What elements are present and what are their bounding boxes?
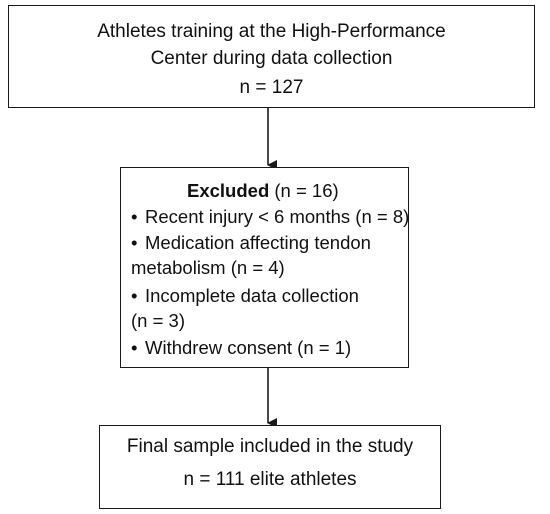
enrollment-box: Athletes training at the High-Performanc… [8,5,535,108]
final-sample-count: n = 111 elite athletes [183,469,357,490]
excluded-reason-medication: Medication affecting tendon [145,232,371,253]
bullet-2: • [131,232,138,253]
bullet-4: • [131,337,138,358]
excluded-box: Excluded (n = 16) • Recent injury < 6 mo… [120,167,409,368]
excluded-count: (n = 16) [269,180,339,201]
enrollment-count: n = 127 [239,77,304,98]
excluded-reason-incomplete: Incomplete data collection [145,285,359,306]
bullet-1: • [131,206,138,227]
enrollment-text-line1: Athletes training at the High-Performanc… [97,21,446,42]
excluded-reason-injury: Recent injury < 6 months (n = 8) [145,206,410,227]
excluded-title: Excluded (n = 16) [187,179,339,203]
enrollment-text-line2: Center during data collection [150,48,393,69]
excluded-label: Excluded [187,180,270,201]
excluded-reason-incomplete-cont: (n = 3) [131,310,185,331]
final-sample-text: Final sample included in the study [126,436,414,457]
excluded-reason-consent: Withdrew consent (n = 1) [145,337,352,358]
excluded-reason-medication-cont: metabolism (n = 4) [131,257,285,278]
bullet-3: • [131,285,138,306]
final-sample-box: Final sample included in the study n = 1… [99,425,441,509]
